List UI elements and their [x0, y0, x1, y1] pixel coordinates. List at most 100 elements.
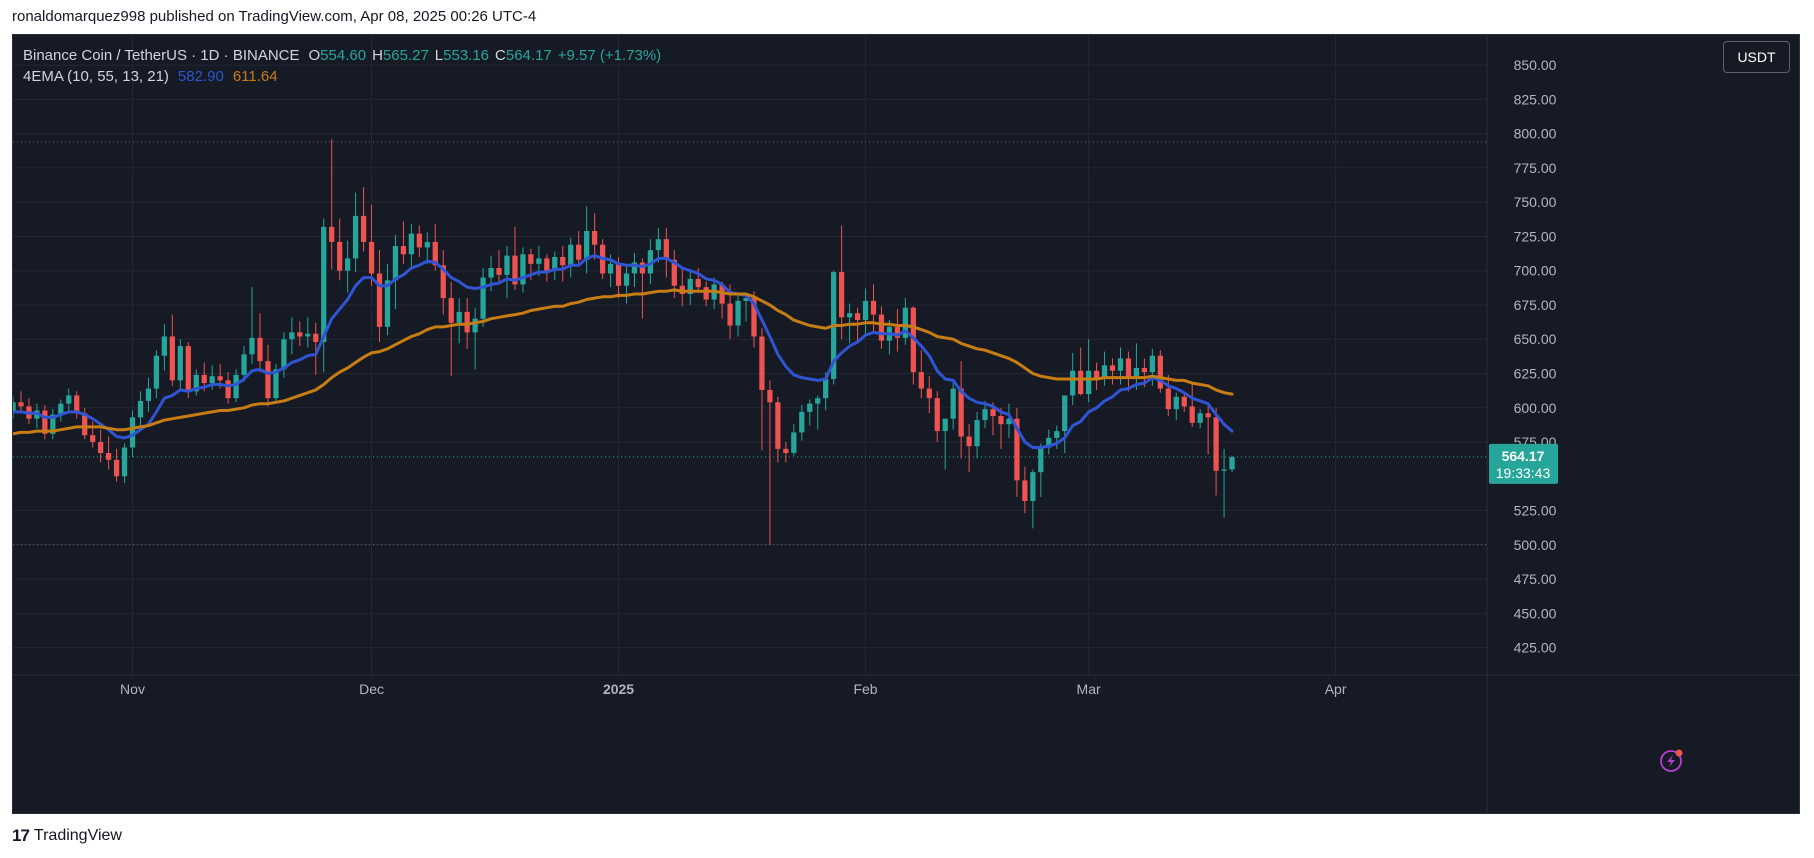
y-tick-label: 625.00 [1514, 366, 1557, 382]
candle-body [1101, 365, 1108, 379]
candle-body [1165, 388, 1171, 410]
currency-button[interactable]: USDT [1723, 41, 1790, 73]
candle-body [1197, 413, 1203, 423]
candle-body [576, 244, 582, 260]
candle-body [536, 258, 542, 264]
candle-body [241, 354, 247, 375]
close-value: 564.17 [505, 47, 552, 64]
candle-body [345, 258, 351, 271]
candle-body [807, 403, 813, 412]
countdown-label: 19:33:43 [1496, 465, 1551, 481]
candle-body [846, 313, 853, 318]
candle-body [950, 388, 956, 419]
candle-body [1229, 457, 1235, 470]
candlestick-chart[interactable]: 850.00 825.00 800.00 775.00 750.00 725.00 700.… [13, 35, 1799, 813]
ema-slow-line [13, 288, 1234, 436]
candle-body [321, 226, 327, 342]
candle-body [265, 361, 271, 399]
x-tick-label: Apr [1325, 681, 1347, 697]
y-tick-label: 450.00 [1514, 605, 1557, 621]
candle-body [233, 374, 239, 399]
candle-body [1078, 370, 1084, 395]
candle-body [1221, 469, 1227, 471]
candle-body [488, 267, 494, 278]
candle-body [153, 355, 160, 389]
tradingview-logo-icon: 17 [12, 826, 30, 845]
candle-body [74, 395, 80, 414]
candle-body [1181, 396, 1187, 407]
candle-body [352, 215, 359, 259]
candle-body [966, 436, 972, 447]
candle-body [416, 233, 422, 248]
lightning-icon[interactable] [1660, 749, 1683, 772]
candle-body [607, 263, 614, 274]
ema-fast-line [13, 254, 1234, 449]
candle-body [552, 257, 558, 271]
candle-body [408, 233, 415, 255]
candle-body [329, 226, 335, 242]
candle-body [13, 402, 16, 411]
candle-body [743, 298, 749, 301]
indicator-row: 4EMA (10, 55, 13, 21) 582.90 611.64 [23, 66, 661, 87]
candle-body [934, 398, 940, 432]
candle-body [137, 400, 144, 418]
candle-body [631, 262, 638, 274]
candle-body [113, 459, 120, 477]
candle-body [560, 257, 566, 266]
chart-panel[interactable]: 850.00 825.00 800.00 775.00 750.00 725.00 700.… [12, 34, 1800, 814]
y-tick-label: 800.00 [1514, 126, 1557, 142]
y-tick-label: 775.00 [1514, 160, 1557, 176]
x-tick-label: Feb [853, 681, 877, 697]
candle-body [1030, 472, 1036, 501]
low-label: L [434, 47, 444, 64]
candle-body [392, 246, 399, 281]
candle-body [305, 333, 311, 337]
candle-body [942, 418, 948, 432]
candle-body [129, 417, 136, 448]
ema-slow-value: 611.64 [232, 68, 278, 85]
candle-body [297, 332, 303, 337]
candle-body [655, 239, 662, 251]
candle-body [520, 254, 526, 285]
y-tick-label: 825.00 [1514, 91, 1557, 107]
candle-body [464, 311, 470, 333]
candle-body [1085, 370, 1092, 395]
symbol-title: Binance Coin / TetherUS · 1D · BINANCE [23, 47, 300, 64]
candle-body [918, 372, 924, 389]
change-value: +9.57 (+1.73%) [557, 47, 662, 64]
candle-body [1189, 406, 1195, 423]
candle-body [1109, 365, 1116, 371]
candle-body [217, 376, 223, 381]
candle-body [703, 287, 709, 300]
y-tick-label: 650.00 [1514, 331, 1557, 347]
y-tick-label: 525.00 [1514, 503, 1557, 519]
y-tick-label: 475.00 [1514, 571, 1557, 587]
tradingview-brand: 17 TradingView [12, 826, 122, 846]
candle-body [145, 388, 152, 401]
candle-body [185, 346, 191, 392]
candle-body [98, 442, 104, 453]
grid [13, 35, 1487, 675]
candle-body [432, 241, 438, 266]
candle-body [1062, 395, 1068, 432]
candle-body [1070, 370, 1076, 396]
candle-body [480, 277, 486, 319]
candle-body [1133, 368, 1140, 378]
ohlc-row: Binance Coin / TetherUS · 1D · BINANCE O… [23, 45, 661, 66]
candle-body [169, 336, 175, 381]
y-tick-label: 725.00 [1514, 228, 1557, 244]
price-tag-box [1489, 443, 1558, 484]
y-tick-label: 700.00 [1514, 263, 1557, 279]
candle-body [799, 411, 805, 433]
candle-body [121, 447, 128, 477]
candle-body [695, 278, 701, 288]
candle-body [838, 272, 845, 318]
candle-body [862, 300, 869, 321]
brand-name: TradingView [33, 827, 122, 844]
candle-body [289, 332, 295, 340]
axes: 850.00 825.00 800.00 775.00 750.00 725.00 700.… [13, 35, 1799, 813]
candle-body [982, 409, 988, 421]
x-tick-label: Mar [1077, 681, 1101, 697]
x-tick-label: Dec [359, 681, 384, 697]
x-tick-label: Nov [120, 681, 145, 697]
